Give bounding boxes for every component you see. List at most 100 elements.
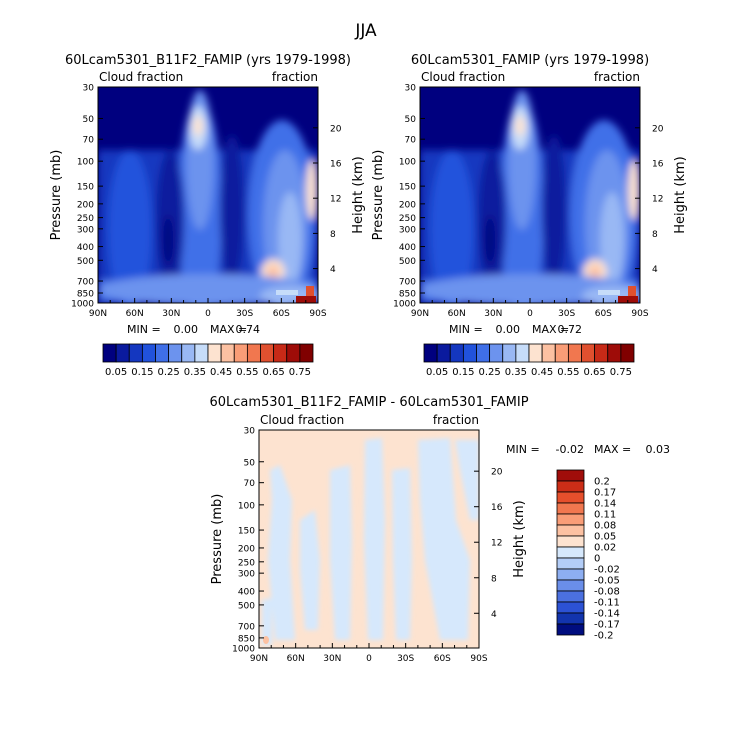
panel-c-xtick-label: 30S <box>397 654 414 664</box>
panel-a-y2tick-label: 20 <box>330 124 342 134</box>
panel-a-max-label: MAX = <box>210 323 247 336</box>
panel-a-min-label: MIN = <box>127 323 161 336</box>
panel-b-colorbar-label: 0.55 <box>557 367 579 378</box>
panel-b: 60Lcam5301_FAMIP (yrs 1979-1998) Cloud f… <box>371 53 688 378</box>
panel-a-ytick-label: 250 <box>77 214 94 224</box>
panel-a-colorbar-label: 0.05 <box>105 367 127 378</box>
panel-a-ytick-label: 30 <box>83 84 95 94</box>
panel-b-y2tick-label: 16 <box>652 159 664 169</box>
panel-b-xtick-label: 30N <box>484 309 502 319</box>
panel-c-ytick-label: 50 <box>244 458 256 468</box>
panel-a-y2tick-label: 16 <box>330 159 342 169</box>
panel-b-colorbar-swatch <box>594 343 609 363</box>
panel-c-colorbar-label: -0.14 <box>594 609 620 620</box>
panel-a-xtick-label: 30N <box>162 309 180 319</box>
panel-a-colorbar-swatch <box>246 343 261 363</box>
panel-c-colorbar-swatch <box>556 513 585 526</box>
panel-a-colorbar-swatch <box>233 343 248 363</box>
panel-c: 60Lcam5301_B11F2_FAMIP - 60Lcam5301_FAMI… <box>209 395 670 664</box>
panel-c-ytick-label: 250 <box>238 558 255 568</box>
panel-c-colorbar-swatch <box>556 491 585 504</box>
panel-b-colorbar-swatch <box>620 343 635 363</box>
panel-a-ytick-label: 400 <box>77 243 94 253</box>
panel-a-colorbar-swatch <box>273 343 288 363</box>
panel-c-colorbar-label: -0.2 <box>594 631 614 642</box>
panel-b-colorbar-swatch <box>554 343 569 363</box>
panel-c-xtick-label: 30N <box>323 654 341 664</box>
panel-a-colorbar-label: 0.75 <box>289 367 311 378</box>
panel-a-y2label: Height (km) <box>351 156 366 233</box>
panel-b-ytick-label: 400 <box>399 243 416 253</box>
panel-c-colorbar-label: 0.11 <box>594 510 616 521</box>
panel-c-colorbar-swatch <box>556 557 585 570</box>
panel-b-colorbar-label: 0.45 <box>531 367 553 378</box>
panel-b-ylabel: Pressure (mb) <box>371 150 386 241</box>
panel-a-colorbar: 0.05 0.15 0.25 0.35 0.45 0.55 0.65 0.75 <box>102 343 314 378</box>
panel-c-ytick-label: 700 <box>238 622 255 632</box>
panel-b-colorbar-swatch <box>607 343 622 363</box>
panel-b-colorbar-label: 0.15 <box>452 367 474 378</box>
panel-a-colorbar-swatch <box>115 343 130 363</box>
panel-b-colorbar-swatch <box>476 343 491 363</box>
panel-b-colorbar-swatch <box>423 343 438 363</box>
panel-a-ytick-label: 500 <box>77 257 94 267</box>
panel-a-colorbar-swatch <box>141 343 156 363</box>
panel-a-contour-field <box>98 87 318 303</box>
panel-c-colorbar-swatch <box>556 601 585 614</box>
panel-c-min-label: MIN = <box>506 443 540 456</box>
panel-b-colorbar-label: 0.75 <box>610 367 632 378</box>
panel-c-y2tick-label: 20 <box>491 468 503 478</box>
panel-c-colorbar-swatch <box>556 535 585 548</box>
panel-b-colorbar-label: 0.65 <box>583 367 605 378</box>
panel-b-colorbar-swatch <box>489 343 504 363</box>
panel-a-xtick-label: 60S <box>273 309 290 319</box>
panel-a-y2tick-label: 12 <box>330 195 341 205</box>
panel-c-xtick-label: 60N <box>287 654 305 664</box>
panel-c-ytick-label: 850 <box>238 634 255 644</box>
panel-c-colorbar-swatch <box>556 579 585 592</box>
panel-c-ytick-label: 150 <box>238 527 255 537</box>
panel-c-xtick-label: 90N <box>250 654 268 664</box>
panel-b-y2label: Height (km) <box>673 156 688 233</box>
panel-b-xtick-label: 60N <box>448 309 466 319</box>
panel-a-ytick-label: 850 <box>77 289 94 299</box>
panel-a-axes: 90N 60N 30N 0 30S 60S 90S 30 50 70 100 150 200 250300… <box>49 84 366 320</box>
panel-b-min-value: 0.00 <box>496 323 521 336</box>
panel-c-ytick-label: 100 <box>238 501 255 511</box>
panel-c-colorbar: 0.20.170.140.110.080.050.020-0.02-0.05-0… <box>556 469 620 642</box>
panel-a-y2tick-label: 8 <box>330 230 336 240</box>
panel-c-colorbar-swatch <box>556 480 585 493</box>
panel-b-ytick-label: 30 <box>405 84 417 94</box>
panel-c-colorbar-label: 0.17 <box>594 488 616 499</box>
panel-b-ytick-label: 500 <box>399 257 416 267</box>
panel-c-contour-field <box>259 430 479 648</box>
panel-b-title: 60Lcam5301_FAMIP (yrs 1979-1998) <box>411 53 649 68</box>
panel-a-colorbar-swatch <box>286 343 301 363</box>
panel-c-colorbar-label: -0.05 <box>594 576 620 587</box>
panel-a: 60Lcam5301_B11F2_FAMIP (yrs 1979-1998) C… <box>49 53 366 378</box>
panel-b-colorbar-swatch <box>462 343 477 363</box>
panel-a-ylabel: Pressure (mb) <box>49 150 64 241</box>
panel-b-colorbar-swatch <box>541 343 556 363</box>
panel-b-max-value: 0.72 <box>558 323 583 336</box>
panel-b-colorbar-swatch <box>528 343 543 363</box>
panel-c-y2label: Height (km) <box>512 500 527 577</box>
panel-c-y2tick-label: 8 <box>491 574 497 584</box>
panel-c-colorbar-label: 0.05 <box>594 532 616 543</box>
panel-c-colorbar-label: -0.02 <box>594 565 620 576</box>
panel-b-xtick-label: 90S <box>631 309 648 319</box>
panel-b-y2tick-label: 12 <box>652 195 663 205</box>
panel-b-axes: 90N 60N 30N 0 30S 60S 90S 30 50 70 100 150 200 250300… <box>371 84 688 320</box>
panel-c-ylabel: Pressure (mb) <box>210 494 225 585</box>
panel-c-max-value: 0.03 <box>646 443 671 456</box>
panel-c-colorbar-swatch <box>556 590 585 603</box>
panel-c-colorbar-swatch <box>556 568 585 581</box>
panel-c-colorbar-label: 0.14 <box>594 499 616 510</box>
panel-a-xtick-label: 30S <box>236 309 253 319</box>
panel-a-colorbar-label: 0.65 <box>262 367 284 378</box>
panel-b-colorbar-swatch <box>502 343 517 363</box>
panel-b-ytick-label: 300 <box>399 225 416 235</box>
panel-b-ytick-label: 50 <box>405 115 417 125</box>
panel-c-colorbar-label: 0.02 <box>594 543 616 554</box>
